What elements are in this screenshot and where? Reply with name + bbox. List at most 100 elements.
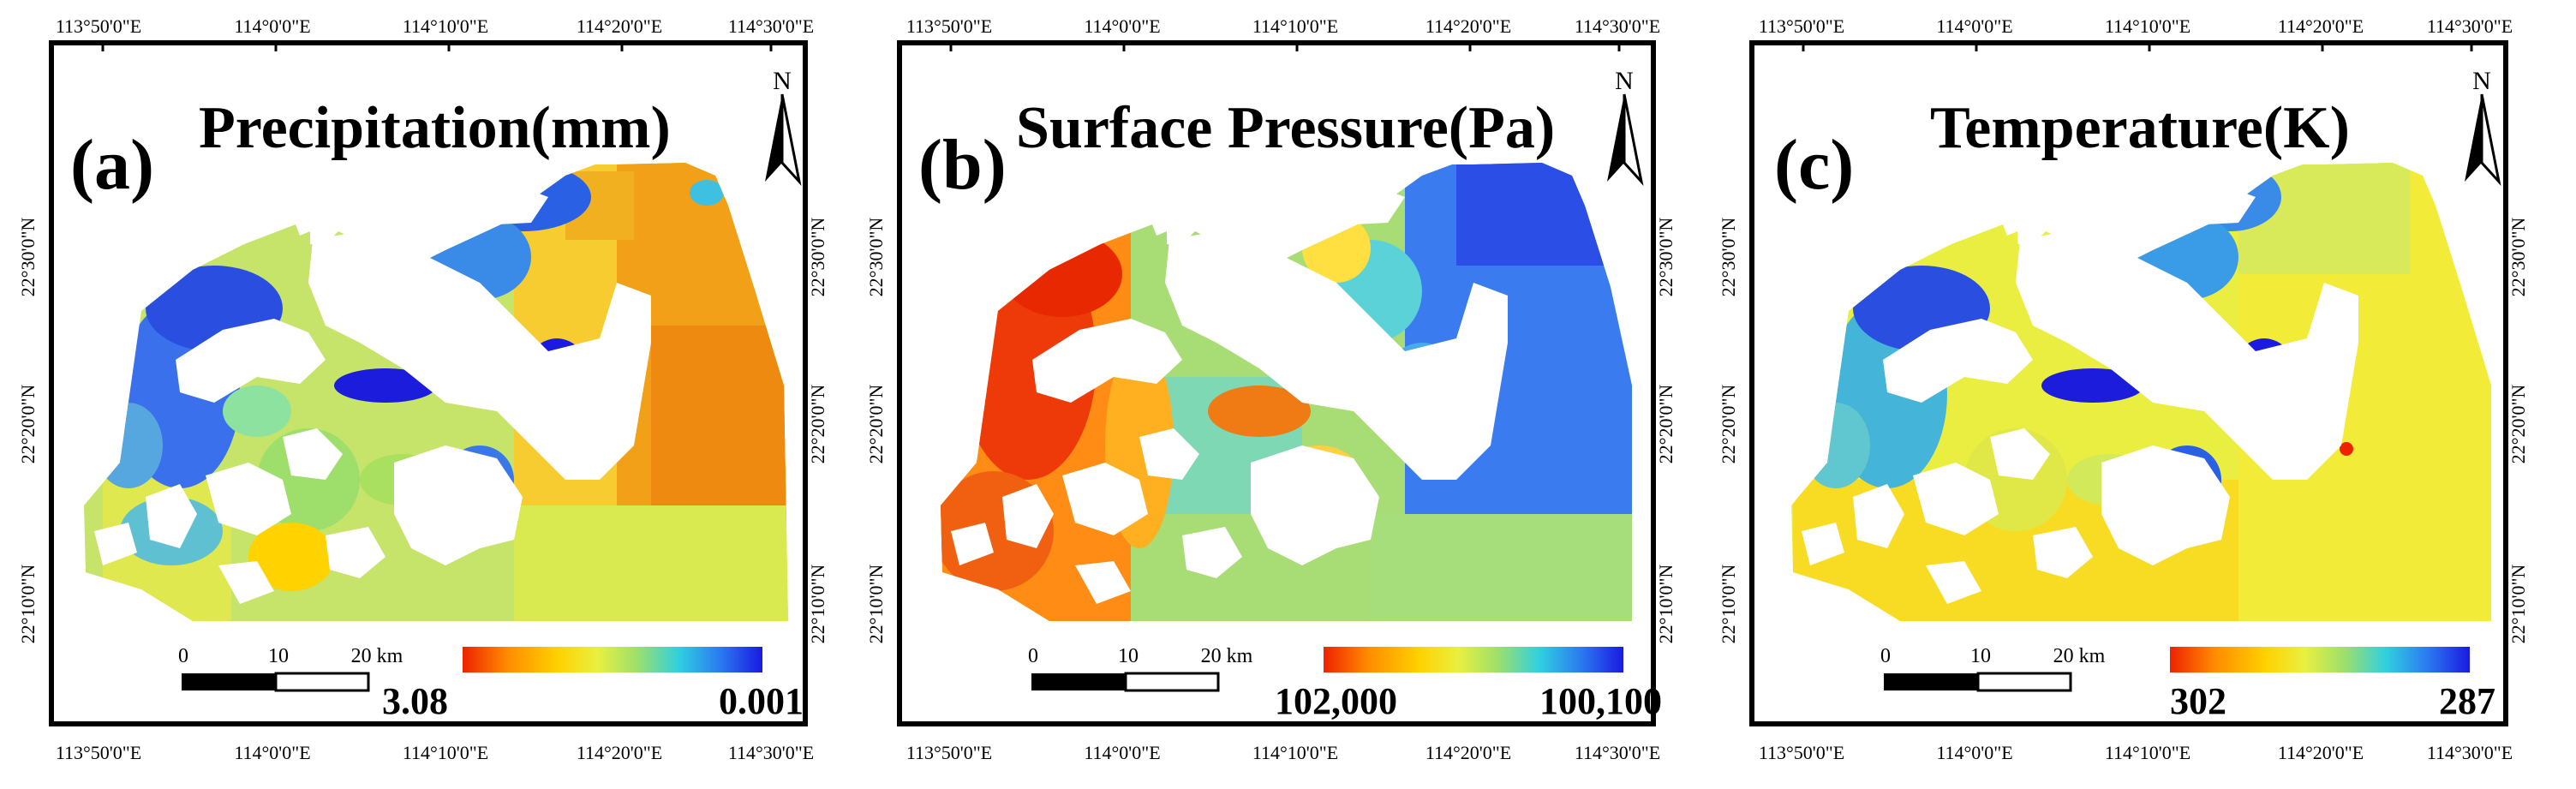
bottom-lon-label: 113°50'0"E bbox=[906, 742, 992, 763]
north-arrow-icon: N bbox=[2465, 67, 2501, 186]
top-lon-label: 114°10'0"E bbox=[403, 15, 488, 37]
left-lat-label: 22°30'0"N bbox=[865, 218, 887, 297]
right-lat-label: 22°20'0"N bbox=[807, 385, 828, 464]
left-lat-label: 22°20'0"N bbox=[1718, 385, 1739, 464]
scale-label: 0 bbox=[1028, 645, 1038, 667]
colorbar-min-label: 287 bbox=[2439, 680, 2495, 722]
top-lon-label: 114°0'0"E bbox=[1084, 15, 1160, 37]
panel-title: Surface Pressure(Pa) bbox=[1016, 95, 1555, 161]
left-axis: 22°30'0"N 22°20'0"N 22°10'0"N bbox=[17, 218, 39, 644]
bottom-lon-label: 114°20'0"E bbox=[577, 742, 662, 763]
right-lat-label: 22°30'0"N bbox=[2507, 218, 2529, 297]
colorbar-gradient bbox=[1324, 647, 1623, 672]
panel-title: Temperature(K) bbox=[1930, 95, 2350, 161]
top-lon-label: 113°50'0"E bbox=[906, 15, 992, 37]
bottom-lon-label: 113°50'0"E bbox=[56, 742, 141, 763]
top-lon-label: 114°30'0"E bbox=[728, 15, 814, 37]
scale-label: 10 bbox=[1970, 645, 1991, 667]
top-axis: 113°50'0"E 114°0'0"E 114°10'0"E 114°20'0… bbox=[906, 15, 1660, 51]
north-arrow-icon: N bbox=[765, 67, 802, 186]
left-lat-label: 22°20'0"N bbox=[17, 385, 39, 464]
north-label: N bbox=[2472, 67, 2491, 95]
north-label: N bbox=[773, 67, 792, 95]
panel-tag: (a) bbox=[70, 125, 154, 205]
panel-c: 113°50'0"E 114°0'0"E 114°10'0"E 114°20'0… bbox=[1707, 0, 2567, 789]
surface-pressure-map bbox=[941, 163, 1632, 621]
colorbar-max-label: 3.08 bbox=[382, 680, 448, 722]
scale-label: 20 km bbox=[1201, 645, 1253, 667]
colorbar-max-label: 302 bbox=[2170, 680, 2226, 722]
top-lon-label: 114°0'0"E bbox=[1936, 15, 2012, 37]
bottom-lon-label: 114°0'0"E bbox=[1084, 742, 1160, 763]
map-frame bbox=[897, 40, 1656, 726]
scale-label: 20 km bbox=[2053, 645, 2106, 667]
colorbar-gradient bbox=[2170, 647, 2470, 672]
bottom-lon-label: 114°30'0"E bbox=[1575, 742, 1660, 763]
scale-label: 0 bbox=[178, 645, 188, 667]
right-lat-label: 22°20'0"N bbox=[2507, 385, 2529, 464]
bottom-lon-label: 114°30'0"E bbox=[728, 742, 814, 763]
top-lon-label: 114°20'0"E bbox=[1425, 15, 1511, 37]
scale-bar: 0 10 20 km bbox=[1880, 645, 2106, 692]
right-lat-label: 22°30'0"N bbox=[1655, 218, 1676, 297]
scale-label: 20 km bbox=[351, 645, 403, 667]
top-lon-label: 114°20'0"E bbox=[577, 15, 662, 37]
left-lat-label: 22°10'0"N bbox=[1718, 565, 1739, 644]
colorbar-gradient bbox=[463, 647, 762, 672]
right-lat-label: 22°10'0"N bbox=[2507, 565, 2529, 644]
temperature-map bbox=[1791, 163, 2491, 621]
right-lat-label: 22°10'0"N bbox=[1655, 565, 1676, 644]
bottom-lon-label: 114°10'0"E bbox=[2105, 742, 2190, 763]
right-axis: 22°30'0"N 22°20'0"N 22°10'0"N bbox=[1655, 218, 1676, 644]
panel-a: 113°50'0"E 114°0'0"E 114°10'0"E 114°20'0… bbox=[0, 0, 859, 789]
left-lat-label: 22°10'0"N bbox=[17, 565, 39, 644]
bottom-lon-label: 114°20'0"E bbox=[1425, 742, 1511, 763]
north-label: N bbox=[1615, 67, 1634, 95]
panel-tag: (c) bbox=[1774, 125, 1854, 205]
bottom-axis: 113°50'0"E 114°0'0"E 114°10'0"E 114°20'0… bbox=[56, 742, 814, 763]
precipitation-map bbox=[84, 163, 788, 621]
top-lon-label: 114°30'0"E bbox=[1575, 15, 1660, 37]
right-lat-label: 22°20'0"N bbox=[1655, 385, 1676, 464]
right-axis: 22°30'0"N 22°20'0"N 22°10'0"N bbox=[2507, 218, 2529, 644]
bottom-lon-label: 114°0'0"E bbox=[1936, 742, 2012, 763]
top-axis: 113°50'0"E 114°0'0"E 114°10'0"E 114°20'0… bbox=[56, 15, 814, 51]
scale-label: 10 bbox=[1118, 645, 1139, 667]
right-axis: 22°30'0"N 22°20'0"N 22°10'0"N bbox=[807, 218, 828, 644]
panel-tag: (b) bbox=[918, 125, 1007, 205]
north-arrow-icon: N bbox=[1607, 67, 1644, 186]
right-lat-label: 22°30'0"N bbox=[807, 218, 828, 297]
colorbar-min-label: 100,100 bbox=[1539, 680, 1662, 722]
panel-title: Precipitation(mm) bbox=[199, 95, 671, 161]
colorbar: 302 287 bbox=[2170, 647, 2495, 722]
top-lon-label: 114°20'0"E bbox=[2278, 15, 2364, 37]
map-frame bbox=[49, 40, 808, 726]
scale-bar: 0 10 20 km bbox=[1028, 645, 1253, 692]
bottom-lon-label: 114°0'0"E bbox=[234, 742, 310, 763]
map-frame bbox=[1749, 40, 2508, 726]
colorbar: 102,000 100,100 bbox=[1275, 647, 1662, 722]
left-lat-label: 22°30'0"N bbox=[1718, 218, 1739, 297]
left-lat-label: 22°30'0"N bbox=[17, 218, 39, 297]
top-lon-label: 113°50'0"E bbox=[1759, 15, 1844, 37]
left-axis: 22°30'0"N 22°20'0"N 22°10'0"N bbox=[865, 218, 887, 644]
top-lon-label: 114°30'0"E bbox=[2427, 15, 2513, 37]
bottom-lon-label: 114°20'0"E bbox=[2278, 742, 2364, 763]
left-lat-label: 22°10'0"N bbox=[865, 565, 887, 644]
colorbar-min-label: 0.001 bbox=[719, 680, 804, 722]
top-lon-label: 114°10'0"E bbox=[2105, 15, 2190, 37]
left-lat-label: 22°20'0"N bbox=[865, 385, 887, 464]
top-axis: 113°50'0"E 114°0'0"E 114°10'0"E 114°20'0… bbox=[1759, 15, 2513, 51]
bottom-lon-label: 113°50'0"E bbox=[1759, 742, 1844, 763]
bottom-axis: 113°50'0"E 114°0'0"E 114°10'0"E 114°20'0… bbox=[906, 742, 1660, 763]
colorbar: 3.08 0.001 bbox=[382, 647, 804, 722]
bottom-lon-label: 114°10'0"E bbox=[1252, 742, 1338, 763]
scale-label: 0 bbox=[1880, 645, 1891, 667]
scale-label: 10 bbox=[268, 645, 289, 667]
left-axis: 22°30'0"N 22°20'0"N 22°10'0"N bbox=[1718, 218, 1739, 644]
bottom-axis: 113°50'0"E 114°0'0"E 114°10'0"E 114°20'0… bbox=[1759, 742, 2513, 763]
top-lon-label: 114°10'0"E bbox=[1252, 15, 1338, 37]
top-lon-label: 113°50'0"E bbox=[56, 15, 141, 37]
bottom-lon-label: 114°10'0"E bbox=[403, 742, 488, 763]
panel-b: 113°50'0"E 114°0'0"E 114°10'0"E 114°20'0… bbox=[857, 0, 1716, 789]
